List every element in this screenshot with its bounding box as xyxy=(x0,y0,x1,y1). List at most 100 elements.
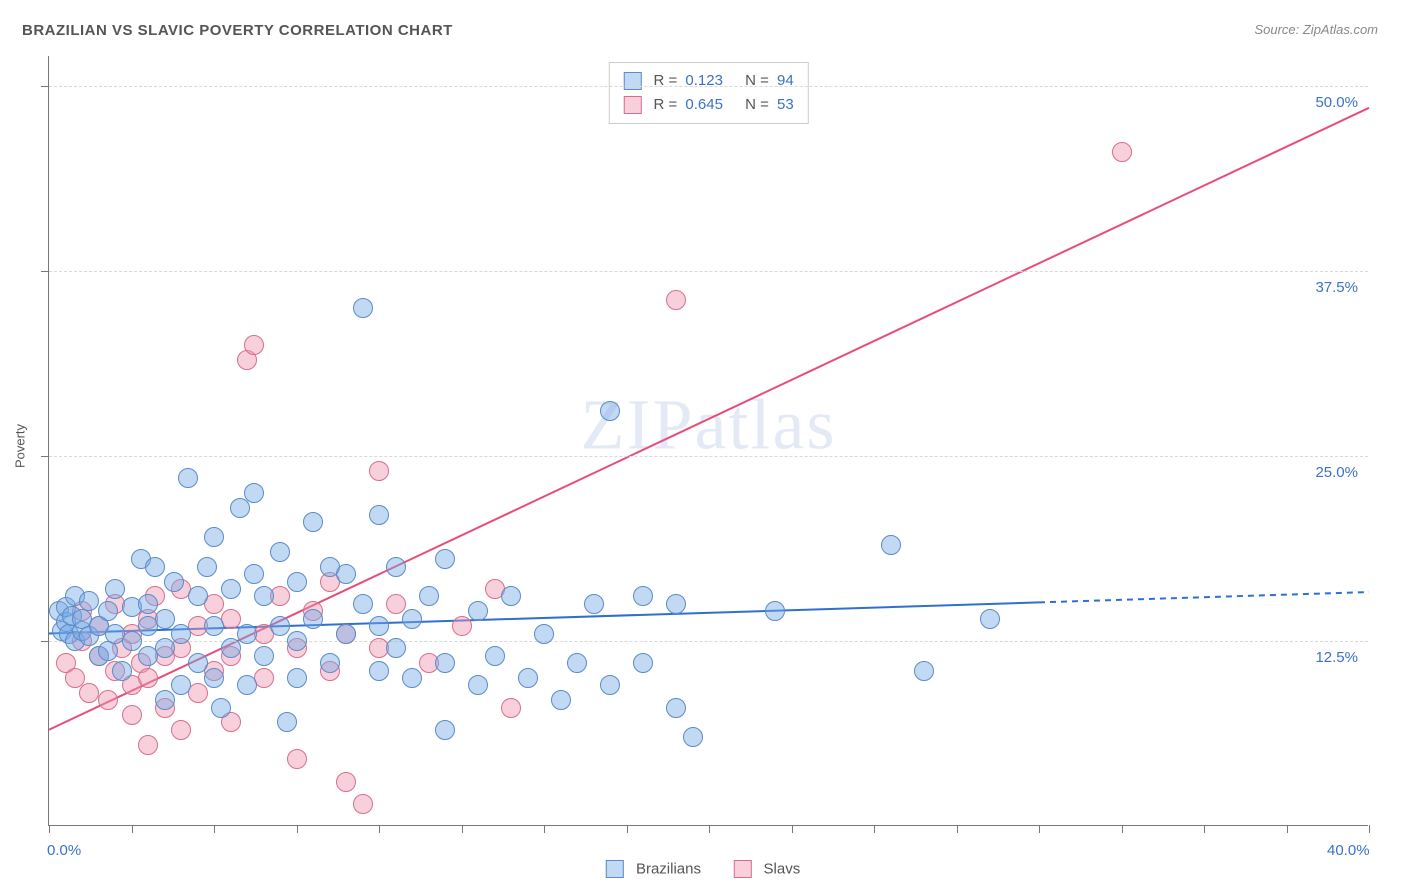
scatter-point-brazilians xyxy=(112,661,132,681)
scatter-point-brazilians xyxy=(254,586,274,606)
scatter-point-brazilians xyxy=(584,594,604,614)
gridline xyxy=(49,86,1368,87)
scatter-point-brazilians xyxy=(171,624,191,644)
scatter-point-brazilians xyxy=(287,668,307,688)
scatter-point-brazilians xyxy=(518,668,538,688)
y-tick-label: 37.5% xyxy=(1315,279,1358,296)
scatter-point-slavs xyxy=(79,683,99,703)
x-tick-label: 40.0% xyxy=(1327,842,1370,859)
x-tick-mark xyxy=(1039,825,1040,833)
swatch-brazilians xyxy=(623,72,641,90)
scatter-point-brazilians xyxy=(353,298,373,318)
scatter-point-slavs xyxy=(171,720,191,740)
scatter-point-brazilians xyxy=(419,586,439,606)
x-tick-mark xyxy=(874,825,875,833)
plot-area: ZIPatlas R = 0.123 N = 94 R = 0.645 N = … xyxy=(48,56,1368,826)
n-label: N = xyxy=(745,96,769,113)
regression-lines-layer xyxy=(49,56,1368,825)
scatter-point-slavs xyxy=(353,794,373,814)
scatter-point-slavs xyxy=(98,690,118,710)
scatter-point-brazilians xyxy=(244,483,264,503)
chart-title: BRAZILIAN VS SLAVIC POVERTY CORRELATION … xyxy=(22,22,453,39)
scatter-point-brazilians xyxy=(197,557,217,577)
scatter-point-brazilians xyxy=(369,505,389,525)
scatter-point-brazilians xyxy=(155,609,175,629)
scatter-point-brazilians xyxy=(237,624,257,644)
stats-row-brazilians: R = 0.123 N = 94 xyxy=(623,69,793,93)
scatter-point-slavs xyxy=(666,290,686,310)
scatter-point-brazilians xyxy=(237,675,257,695)
x-tick-mark xyxy=(627,825,628,833)
scatter-point-brazilians xyxy=(171,675,191,695)
r-value-slavs: 0.645 xyxy=(685,96,723,113)
x-tick-mark xyxy=(792,825,793,833)
scatter-point-slavs xyxy=(138,668,158,688)
scatter-point-brazilians xyxy=(244,564,264,584)
scatter-point-brazilians xyxy=(221,638,241,658)
scatter-point-brazilians xyxy=(600,401,620,421)
scatter-point-brazilians xyxy=(369,661,389,681)
x-tick-mark xyxy=(49,825,50,833)
scatter-point-brazilians xyxy=(914,661,934,681)
scatter-point-brazilians xyxy=(287,631,307,651)
scatter-point-brazilians xyxy=(353,594,373,614)
scatter-point-brazilians xyxy=(320,653,340,673)
scatter-point-brazilians xyxy=(254,646,274,666)
scatter-point-slavs xyxy=(336,772,356,792)
y-axis-label: Poverty xyxy=(13,424,28,468)
x-tick-mark xyxy=(957,825,958,833)
scatter-point-brazilians xyxy=(211,698,231,718)
scatter-point-brazilians xyxy=(303,609,323,629)
scatter-point-slavs xyxy=(452,616,472,636)
scatter-point-brazilians xyxy=(386,638,406,658)
y-tick-label: 50.0% xyxy=(1315,94,1358,111)
y-tick-mark xyxy=(41,86,49,87)
scatter-point-brazilians xyxy=(551,690,571,710)
n-value-slavs: 53 xyxy=(777,96,794,113)
scatter-point-brazilians xyxy=(468,601,488,621)
legend-label-slavs: Slavs xyxy=(764,861,801,878)
scatter-point-brazilians xyxy=(485,646,505,666)
scatter-point-brazilians xyxy=(402,668,422,688)
scatter-point-slavs xyxy=(287,749,307,769)
scatter-point-slavs xyxy=(386,594,406,614)
scatter-point-brazilians xyxy=(221,579,241,599)
gridline xyxy=(49,456,1368,457)
y-tick-mark xyxy=(41,641,49,642)
scatter-point-brazilians xyxy=(188,586,208,606)
x-tick-mark xyxy=(462,825,463,833)
x-tick-mark xyxy=(132,825,133,833)
scatter-point-slavs xyxy=(138,735,158,755)
scatter-point-brazilians xyxy=(79,591,99,611)
scatter-point-brazilians xyxy=(435,720,455,740)
x-tick-mark xyxy=(1369,825,1370,833)
x-tick-mark xyxy=(1287,825,1288,833)
x-tick-mark xyxy=(709,825,710,833)
scatter-point-brazilians xyxy=(633,653,653,673)
scatter-point-brazilians xyxy=(336,624,356,644)
scatter-point-brazilians xyxy=(188,653,208,673)
scatter-point-brazilians xyxy=(386,557,406,577)
x-tick-mark xyxy=(544,825,545,833)
scatter-point-brazilians xyxy=(98,601,118,621)
scatter-point-brazilians xyxy=(501,586,521,606)
x-tick-mark xyxy=(297,825,298,833)
stats-legend: R = 0.123 N = 94 R = 0.645 N = 53 xyxy=(608,62,808,124)
scatter-point-brazilians xyxy=(98,641,118,661)
scatter-point-brazilians xyxy=(270,616,290,636)
scatter-point-brazilians xyxy=(683,727,703,747)
y-tick-label: 25.0% xyxy=(1315,464,1358,481)
swatch-slavs xyxy=(623,96,641,114)
scatter-point-brazilians xyxy=(204,527,224,547)
scatter-point-brazilians xyxy=(155,638,175,658)
swatch-slavs-bottom xyxy=(733,860,751,878)
scatter-point-brazilians xyxy=(765,601,785,621)
scatter-point-brazilians xyxy=(435,653,455,673)
scatter-point-brazilians xyxy=(303,512,323,532)
y-tick-label: 12.5% xyxy=(1315,649,1358,666)
scatter-point-slavs xyxy=(501,698,521,718)
scatter-point-brazilians xyxy=(122,631,142,651)
scatter-point-brazilians xyxy=(336,564,356,584)
scatter-point-slavs xyxy=(369,461,389,481)
bottom-legend: Brazilians Slavs xyxy=(606,860,800,878)
